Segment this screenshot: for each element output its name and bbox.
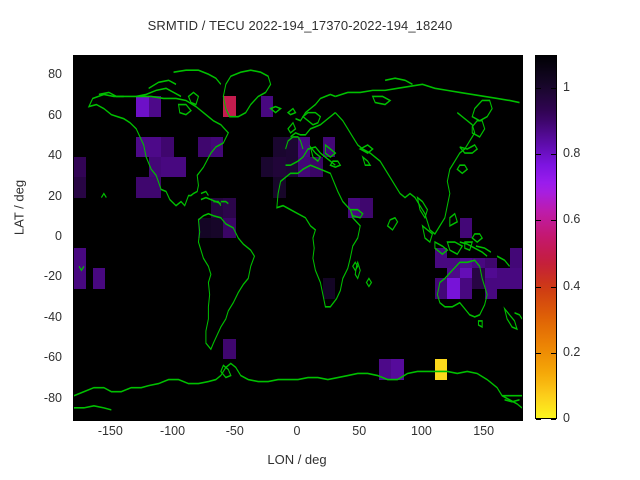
coastline-overlay: [74, 69, 522, 411]
colorbar-tick-mark: [551, 352, 556, 354]
heatmap-cell: [148, 177, 162, 198]
colorbar-tick-mark: [551, 419, 556, 420]
map-plot-area[interactable]: [73, 55, 523, 421]
colorbar-tick-label: 0: [563, 411, 570, 425]
y-tick-label: 60: [48, 107, 62, 122]
heatmap-cell: [497, 268, 510, 289]
heatmap-cell: [447, 278, 460, 299]
map-canvas: [74, 56, 522, 420]
y-tick-label: -40: [43, 309, 62, 324]
heatmap-cell: [459, 217, 473, 238]
x-axis-label: LON / deg: [267, 452, 327, 467]
colorbar-tick-mark: [536, 88, 541, 90]
page-title: SRMTID / TECU 2022-194_17370-2022-194_18…: [147, 18, 453, 33]
heatmap-cell: [198, 136, 211, 158]
x-tick-label: -100: [160, 424, 186, 438]
colorbar-tick-mark: [536, 154, 541, 156]
heatmap-cell: [260, 157, 274, 178]
heatmap-cell: [161, 157, 174, 178]
colorbar-tick-mark: [551, 286, 556, 288]
heatmap-cell: [322, 136, 336, 158]
heatmap-cell: [74, 177, 87, 198]
colorbar-tick-mark: [551, 220, 556, 222]
heatmap-cell: [161, 136, 174, 158]
y-tick-label: 20: [48, 188, 62, 203]
y-tick-label: -80: [43, 390, 62, 405]
colorbar-tick-mark: [551, 88, 556, 90]
heatmap-cell: [434, 359, 448, 380]
x-tick-label: 100: [411, 424, 432, 438]
y-tick-label: -20: [43, 269, 62, 284]
heatmap-cell: [74, 157, 87, 178]
heatmap-cell: [285, 136, 298, 158]
colorbar-tick-label: 1: [563, 80, 570, 95]
y-tick-label: 80: [48, 67, 62, 82]
heatmap-cell: [74, 248, 87, 269]
heatmap-cell: [148, 136, 162, 158]
heatmap-cell: [298, 157, 311, 178]
y-axis-label: LAT / deg: [11, 179, 27, 236]
heatmap-cell: [136, 177, 149, 198]
colorbar-tick-mark: [551, 154, 556, 156]
heatmap-cell: [210, 217, 224, 238]
heatmap-cell: [378, 359, 392, 380]
heatmap-cell: [509, 248, 522, 269]
heatmap-cell: [92, 268, 106, 289]
heatmap-cell: [322, 278, 336, 299]
colorbar: [535, 55, 557, 419]
heatmap-cell: [484, 278, 498, 299]
heatmap-cell: [391, 359, 404, 380]
y-tick-label: 40: [48, 148, 62, 163]
heatmap-cell: [198, 217, 211, 238]
colorbar-tick-label: 0.4: [563, 278, 581, 293]
heatmap-cell: [136, 96, 149, 117]
heatmap-cell: [223, 96, 236, 117]
heatmap-cell: [509, 268, 522, 289]
heatmap-cell: [273, 157, 286, 178]
colorbar-tick-label: 0.2: [563, 344, 581, 359]
colorbar-gradient: [536, 56, 556, 418]
colorbar-tick-label: 0.6: [563, 212, 581, 227]
colorbar-tick-mark: [536, 220, 541, 222]
heatmap-cell: [273, 136, 286, 158]
heatmap-cell: [148, 96, 162, 117]
heatmap-cell: [223, 217, 236, 238]
heatmap-cell: [360, 197, 373, 218]
x-tick-label: 150: [473, 424, 495, 438]
x-tick-label: 0: [293, 424, 301, 438]
x-tick-label: 50: [352, 424, 367, 438]
x-tick-label: -150: [97, 424, 123, 438]
heatmap-cell: [223, 339, 236, 360]
heatmap-cell: [260, 96, 274, 117]
heatmap-cell: [148, 157, 162, 178]
heatmap-cell: [173, 157, 186, 178]
y-tick-label: 0: [55, 229, 62, 243]
heatmap-cell: [459, 278, 473, 299]
colorbar-tick-label: 0.8: [563, 146, 581, 161]
colorbar-tick-mark: [536, 286, 541, 288]
y-tick-label: -60: [43, 350, 62, 365]
heatmap-cell: [74, 268, 87, 289]
colorbar-tick-mark: [536, 352, 541, 354]
colorbar-tick-mark: [536, 419, 541, 420]
x-tick-label: -50: [225, 424, 244, 438]
